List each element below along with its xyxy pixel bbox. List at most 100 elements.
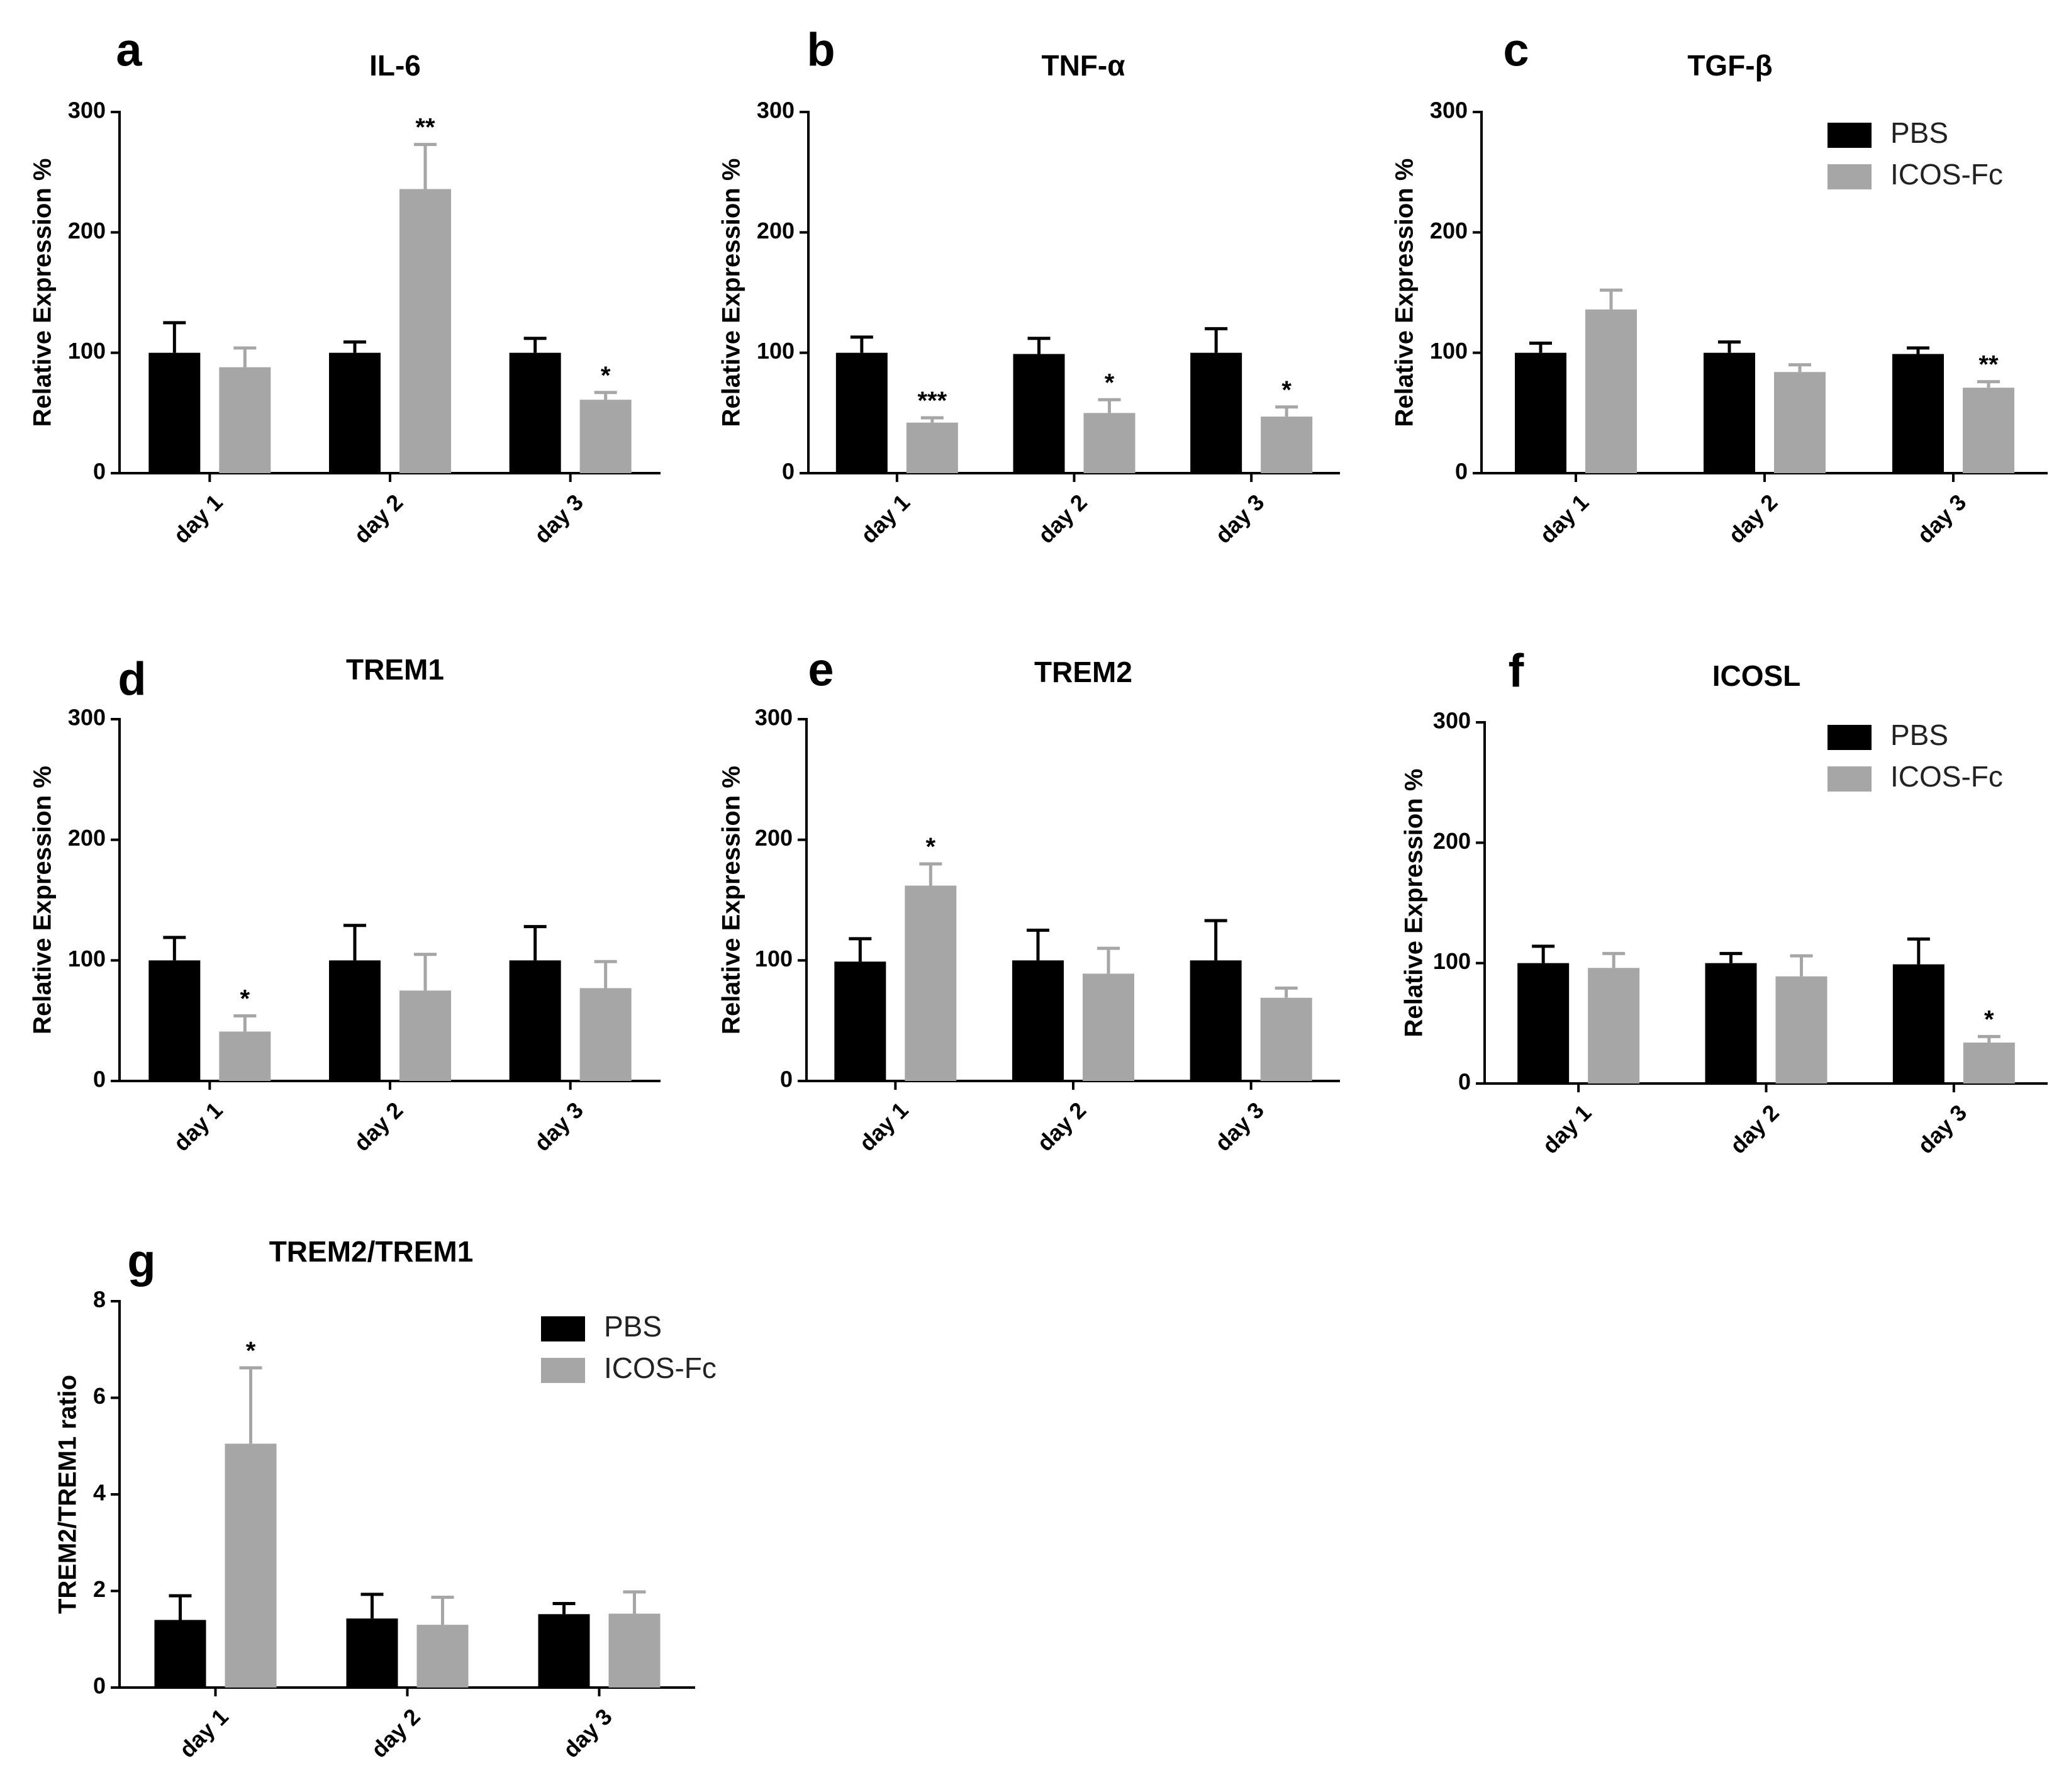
y-tick-label: 200 (1430, 218, 1468, 244)
bar-pbs (154, 1620, 206, 1688)
panel-title: TNF-α (1041, 49, 1125, 82)
x-tick-label: day 1 (856, 489, 915, 548)
y-tick-label: 4 (93, 1480, 106, 1506)
bar-icos-fc (219, 1031, 271, 1081)
panel-letter: b (806, 24, 835, 76)
bar-pbs (1190, 352, 1242, 473)
bar-pbs (1892, 964, 1945, 1084)
bar-icos-fc (1261, 417, 1313, 473)
y-tick-label: 100 (68, 946, 106, 972)
panel-title: TREM2 (1034, 656, 1132, 688)
bar-pbs (1013, 354, 1065, 473)
y-tick-label: 200 (68, 825, 106, 851)
bar-icos-fc (906, 422, 958, 473)
significance-label: *** (917, 387, 947, 415)
significance-label: * (1984, 1005, 1994, 1033)
y-tick-label: 300 (68, 98, 106, 123)
y-tick-label: 100 (757, 338, 795, 364)
y-tick-label: 100 (1433, 948, 1471, 974)
y-tick-label: 0 (780, 1067, 793, 1092)
x-tick-label: day 3 (1210, 489, 1269, 548)
bar-pbs (1892, 354, 1944, 473)
significance-label: * (1105, 369, 1115, 396)
significance-label: * (240, 985, 250, 1013)
bar-pbs (148, 352, 201, 473)
panel-letter: e (808, 644, 834, 696)
bar-icos-fc (905, 885, 957, 1081)
legend-label: ICOS-Fc (604, 1352, 717, 1384)
y-tick-label: 2 (93, 1576, 106, 1602)
bar-pbs (329, 352, 381, 473)
y-tick-label: 100 (755, 946, 793, 972)
bar-icos-fc (608, 1613, 661, 1688)
panel-letter: f (1509, 645, 1524, 697)
bar-pbs (509, 960, 561, 1081)
bar-icos-fc (416, 1625, 469, 1688)
x-tick-label: day 1 (1534, 489, 1593, 548)
bar-icos-fc (1963, 1042, 2015, 1084)
x-tick-label: day 1 (854, 1097, 913, 1156)
x-tick-label: day 3 (558, 1703, 617, 1762)
bar-icos-fc (579, 988, 632, 1081)
bar-icos-fc (1963, 388, 2014, 473)
y-tick-label: 300 (1433, 708, 1471, 734)
bar-pbs (1705, 963, 1757, 1084)
legend-swatch-icos-fc (1827, 164, 1872, 189)
legend-swatch-pbs (1827, 123, 1872, 148)
legend-swatch-pbs (541, 1316, 585, 1341)
legend-label: PBS (604, 1310, 662, 1343)
bar-icos-fc (1585, 309, 1637, 473)
y-tick-label: 200 (68, 218, 106, 244)
y-tick-label: 8 (93, 1287, 106, 1313)
x-tick-label: day 2 (1723, 489, 1782, 548)
panel-letter: c (1503, 24, 1529, 76)
y-axis-label: Relative Expression % (29, 159, 57, 427)
bar-pbs (1704, 352, 1755, 473)
bar-pbs (148, 960, 201, 1081)
panel-letter: g (127, 1235, 155, 1287)
significance-label: * (926, 833, 936, 861)
y-tick-label: 0 (93, 459, 106, 484)
panel-letter: d (118, 653, 146, 705)
y-tick-label: 0 (1458, 1069, 1471, 1095)
x-tick-label: day 3 (1912, 489, 1971, 548)
legend-label: PBS (1890, 719, 1948, 751)
legend-swatch-icos-fc (541, 1358, 585, 1383)
legend-swatch-pbs (1827, 725, 1872, 750)
x-tick-label: day 2 (1032, 1097, 1091, 1156)
y-axis-label: TREM2/TREM1 ratio (54, 1375, 82, 1614)
x-tick-label: day 1 (174, 1703, 233, 1762)
panel-d: d TREM1 0 100 200 300 Relative Expression % * da… (29, 653, 661, 1156)
x-tick-label: day 1 (169, 489, 228, 548)
legend-label: ICOS-Fc (1890, 158, 2003, 191)
x-tick-label: day 1 (169, 1097, 228, 1156)
bar-pbs (1190, 960, 1242, 1081)
y-tick-label: 200 (755, 825, 793, 851)
y-tick-label: 300 (1430, 98, 1468, 123)
bar-pbs (329, 960, 381, 1081)
y-tick-label: 0 (93, 1673, 106, 1699)
bar-icos-fc (1083, 973, 1134, 1081)
y-tick-label: 0 (782, 459, 795, 484)
x-tick-label: day 3 (1912, 1099, 1972, 1158)
legend-label: PBS (1890, 116, 1948, 149)
bar-pbs (1515, 352, 1566, 473)
bar-pbs (1012, 960, 1064, 1081)
y-tick-label: 300 (757, 98, 795, 123)
panel-e: e TREM2 0 100 200 300 Relative Expression % * da… (718, 644, 1340, 1156)
significance-label: * (1281, 376, 1292, 404)
x-tick-label: day 3 (1210, 1097, 1269, 1156)
y-axis-label: Relative Expression % (718, 159, 745, 427)
bar-icos-fc (1260, 997, 1312, 1081)
panel-title: TREM1 (346, 653, 444, 686)
y-tick-label: 0 (93, 1067, 106, 1092)
bar-icos-fc (399, 990, 451, 1081)
x-tick-label: day 2 (349, 489, 408, 548)
panel-g: g TREM2/TREM1 0 2 4 6 8 TREM2/TREM1 ratio * day 1… (54, 1235, 717, 1763)
significance-label: ** (1978, 351, 1999, 379)
y-axis-label: Relative Expression % (1391, 159, 1419, 427)
bar-pbs (1517, 963, 1570, 1084)
bar-pbs (835, 352, 888, 473)
y-tick-label: 6 (93, 1383, 106, 1409)
